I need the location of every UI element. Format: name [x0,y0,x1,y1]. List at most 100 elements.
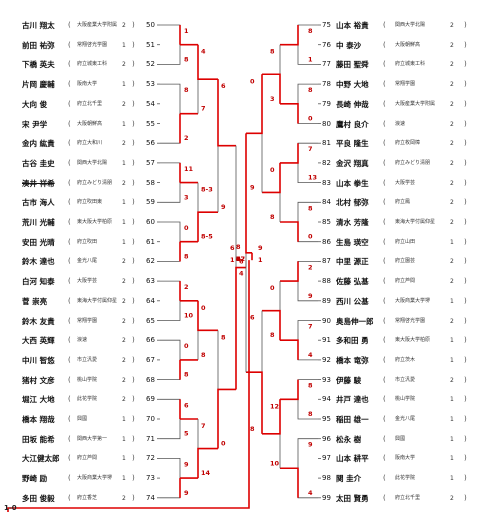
match-score: 7 [201,422,206,430]
match-score: 10 [184,312,194,320]
player-entry-right: 87 中里 源正 (府立園芸 2) [0,254,479,269]
player-entry-left: 荒川 光輔 (東大阪大学柏原 1) 60 [0,215,160,230]
entry-number: 70 [146,415,155,423]
winner-path [245,133,252,254]
player-entry-right: 85 清水 芳隆 (東海大学付属仰星 2) [0,215,479,230]
grade: 2 [450,120,454,128]
entry-number: 94 [322,395,331,404]
footer-score: 1-0 [4,504,17,512]
grade: 1 [122,455,126,463]
player-entry-left: 安田 光晴 (府立吹田 1) 61 [0,235,160,250]
school-name: 関西大学第一 [77,435,108,442]
paren-open: ( [68,434,71,443]
match-score: 0 [184,342,189,350]
entry-number: 74 [146,493,155,502]
match-bracket [160,280,181,321]
player-entry-right: 83 山本 拳生 (大阪学芸 2) [0,176,479,191]
player-entry-left: 堀江 大地 (此花学院 2) 69 [0,392,160,407]
paren-open: ( [383,375,386,384]
player-name: 荒川 光輔 [22,218,55,227]
entry-number: 81 [322,139,331,148]
winner-path [280,339,299,360]
player-entry-right: 89 西川 公基 (大阪商業大学堺 1) [0,294,479,309]
match-score: 0 [221,440,226,448]
player-entry-left: 田坂 能希 (関西大学第一 1) 71 [0,432,160,447]
player-entry-left: 白河 知泰 (大阪学芸 2) 63 [0,274,160,289]
school-name: 阪南大学 [77,81,98,88]
grade: 2 [122,100,126,108]
entry-number: 98 [322,474,331,483]
paren-close: ) [132,198,135,207]
winner-path [262,309,281,341]
match-score: 12 [236,255,245,263]
paren-open: ( [383,60,386,69]
player-name: 堀江 大地 [22,395,55,405]
school-name: 桃山学院 [77,376,98,383]
paren-open: ( [68,454,71,463]
player-entry-left: 古谷 圭史 (関西大学北陽 1) 57 [0,156,160,171]
player-name: 中野 大地 [336,80,369,90]
player-entry-right: 82 金沢 翔真 (府立みどり清朋 2) [0,156,479,171]
match-score: 4 [308,489,313,497]
entry-number: 67 [146,355,155,364]
paren-close: ) [132,218,135,226]
school-name: 此花学院 [77,396,98,403]
paren-open: ( [383,454,386,463]
paren-close: ) [464,99,467,108]
school-name: 桃山学院 [395,396,416,403]
player-entry-right: 96 松永 樹 (興國 1) [0,432,479,447]
grade: 1 [450,455,454,463]
player-entry-right: 79 長崎 伸哉 (大阪産業大学附属 2) [0,97,479,112]
paren-close: ) [464,493,467,502]
match-score: 9 [250,183,255,191]
paren-open: ( [383,395,386,404]
school-name: 大阪学芸 [395,179,416,186]
school-name: 常翔学園 [395,81,416,88]
paren-close: ) [464,237,467,246]
school-name: 東大阪大学柏原 [395,337,431,344]
paren-close: ) [464,139,467,148]
paren-close: ) [132,80,135,89]
winner-path [246,371,263,434]
match-score: 0 [250,77,255,85]
school-name: 府立芦間 [395,278,416,285]
paren-close: ) [464,198,467,207]
entry-number: 93 [322,375,331,384]
paren-close: ) [464,415,467,423]
match-score: 8 [236,255,241,263]
match-score: 0 [308,115,313,123]
paren-open: ( [383,237,386,246]
paren-open: ( [68,493,71,502]
entry-number: 75 [322,21,331,29]
paren-close: ) [132,434,135,443]
grade: 2 [450,100,454,108]
match-score: 8 [236,243,241,251]
match-score: 1 [184,27,189,35]
match-score: 8 [308,86,313,94]
match-score: 12 [270,402,279,410]
entry-number: 58 [146,178,155,187]
player-entry-left: 大西 英輝 (浪速 2) 66 [0,333,160,348]
player-entry-right: 86 生島 瑛空 (府立山田 1) [0,235,479,250]
player-entry-right: 93 伊藤 駿 (市立汎愛 2) [0,373,479,388]
paren-close: ) [132,454,135,463]
school-name: 市立汎愛 [395,376,416,383]
school-name: 府立北千里 [77,100,103,107]
final-score: 1 [230,256,235,264]
player-name: 藤田 聖舜 [336,60,369,70]
player-name: 古谷 圭史 [22,158,55,168]
school-name: 浪速 [395,120,406,127]
match-score: 4 [308,351,313,359]
grade: 2 [122,179,126,187]
player-entry-left: 猪村 文彦 (桃山学院 2) 68 [0,373,160,388]
paren-open: ( [383,158,386,167]
match-score: 8 [270,331,275,339]
school-name: 常翔啓光学園 [77,41,108,48]
match-score: 8 [236,255,241,263]
paren-close: ) [132,158,135,167]
player-name: 下橋 英夫 [22,60,55,70]
paren-close: ) [464,395,467,404]
match-bracket [160,221,181,262]
school-name: 金光八尾 [395,416,416,422]
paren-open: ( [383,493,386,502]
